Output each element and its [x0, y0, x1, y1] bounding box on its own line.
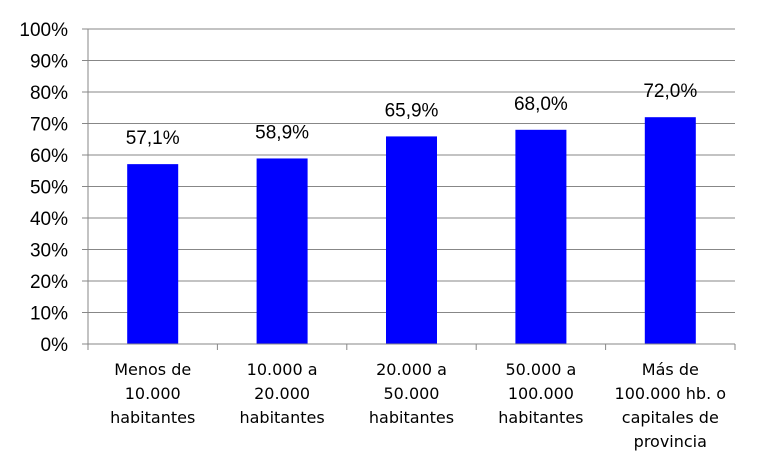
category-label-line: habitantes — [369, 408, 454, 427]
category-label-line: 10.000 — [125, 384, 181, 403]
y-tick-label: 50% — [30, 178, 68, 199]
y-tick-label: 40% — [30, 209, 68, 230]
bars — [127, 117, 696, 344]
y-tick-label: 80% — [30, 83, 68, 104]
category-label-line: Menos de — [114, 360, 191, 379]
y-tick-label: 100% — [19, 20, 68, 41]
category-label-line: Más de — [642, 360, 699, 379]
bar — [515, 129, 567, 344]
category-label-line: 20.000 a — [376, 360, 447, 379]
category-labels: Menos de 10.000 habitantes 10.000 a 20.000 ha… — [110, 360, 726, 451]
data-labels: 57,1% 58,9% 65,9% 68,0% 72,0% — [126, 81, 698, 149]
category-label-line: 20.000 — [254, 384, 310, 403]
category-label: 10.000 a 20.000 habitantes — [239, 360, 324, 427]
category-label-line: 100.000 — [508, 384, 574, 403]
category-label-line: 50.000 — [384, 384, 440, 403]
category-label-line: capitales de — [622, 408, 719, 427]
category-label-line: habitantes — [110, 408, 195, 427]
y-tick-label: 60% — [30, 146, 68, 167]
category-label-line: 100.000 hb. o — [615, 384, 727, 403]
category-label-line: habitantes — [239, 408, 324, 427]
category-label: 20.000 a 50.000 habitantes — [369, 360, 454, 427]
y-tick-label: 0% — [41, 335, 69, 356]
category-label: 50.000 a 100.000 habitantes — [498, 360, 583, 427]
data-label: 72,0% — [643, 81, 697, 102]
data-label: 68,0% — [514, 94, 568, 115]
bar — [127, 164, 179, 344]
y-tick-label: 20% — [30, 272, 68, 293]
category-label-line: habitantes — [498, 408, 583, 427]
x-axis — [87, 29, 736, 350]
y-tick-label: 90% — [30, 52, 68, 73]
data-label: 65,9% — [385, 100, 439, 121]
y-tick-label: 30% — [30, 241, 68, 262]
y-axis-tick-labels: 0% 10% 20% 30% 40% 50% 60% 70% 80% 90% 100% — [19, 20, 88, 356]
data-label: 57,1% — [126, 128, 180, 149]
bar — [644, 117, 696, 344]
bar — [386, 136, 437, 344]
category-label: Más de 100.000 hb. o capitales de provincia — [615, 360, 727, 451]
data-label: 58,9% — [255, 122, 309, 143]
category-label: Menos de 10.000 habitantes — [110, 360, 195, 427]
category-label-line: 10.000 a — [247, 360, 318, 379]
bar — [256, 158, 308, 344]
y-tick-label: 70% — [30, 115, 68, 136]
y-tick-label: 10% — [30, 304, 68, 325]
category-label-line: 50.000 a — [505, 360, 576, 379]
category-label-line: provincia — [634, 432, 707, 451]
